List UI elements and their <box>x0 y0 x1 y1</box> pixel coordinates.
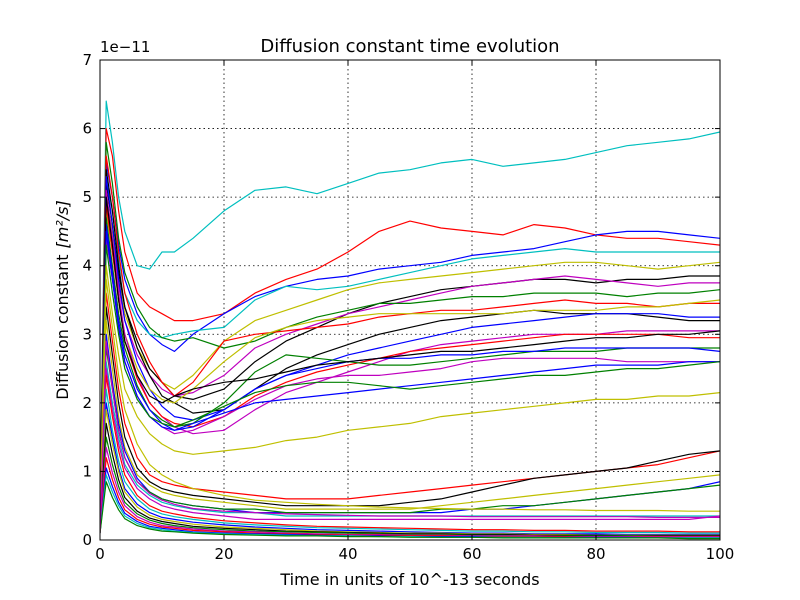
x-axis-label: Time in units of 10^-13 seconds <box>279 570 539 589</box>
x-tick-label: 60 <box>462 545 481 563</box>
series-line-23 <box>100 306 720 520</box>
series-line-30 <box>100 388 720 534</box>
y-tick-label: 0 <box>82 531 92 549</box>
series-group <box>100 100 720 540</box>
series-line-3 <box>100 162 720 506</box>
series-line-39 <box>100 481 720 540</box>
x-tick-label: 20 <box>214 545 233 563</box>
series-line-10 <box>100 169 720 506</box>
y-tick-label: 1 <box>82 462 92 480</box>
series-line-1 <box>100 100 720 506</box>
series-line-41 <box>100 340 720 534</box>
series-line-36 <box>100 457 720 538</box>
series-line-5 <box>100 196 720 506</box>
series-line-28 <box>100 368 720 521</box>
axis-ticks: 0 20 40 60 80 100 0 1 2 3 4 5 6 7 <box>82 51 734 563</box>
y-tick-label: 3 <box>82 325 92 343</box>
series-line-33 <box>100 422 720 537</box>
series-line-18 <box>100 196 720 506</box>
x-tick-label: 0 <box>95 545 105 563</box>
plot-frame <box>99 59 721 541</box>
series-line-8 <box>100 141 720 506</box>
y-tick-label: 6 <box>82 120 92 138</box>
y-tick-label: 7 <box>82 51 92 69</box>
y-tick-label: 4 <box>82 257 92 275</box>
y-axis-unit: [m²/s] <box>53 200 72 248</box>
series-line-27 <box>100 361 720 520</box>
y-offset-label: 1e−11 <box>100 38 150 56</box>
series-line-2 <box>100 128 720 506</box>
x-tick-label: 100 <box>706 545 735 563</box>
y-tick-label: 5 <box>82 188 92 206</box>
series-line-19 <box>100 230 720 506</box>
series-line-9 <box>100 155 720 506</box>
series-line-34 <box>100 436 720 538</box>
series-line-7 <box>100 196 720 506</box>
series-line-24 <box>100 320 720 520</box>
series-line-11 <box>100 176 720 506</box>
series-line-15 <box>100 217 720 506</box>
series-line-20 <box>100 244 720 506</box>
x-tick-label: 80 <box>586 545 605 563</box>
x-tick-label: 40 <box>338 545 357 563</box>
series-line-37 <box>100 467 720 539</box>
series-line-21 <box>100 265 720 506</box>
series-line-29 <box>100 374 720 533</box>
y-tick-label: 2 <box>82 394 92 412</box>
series-line-4 <box>100 176 720 506</box>
series-line-17 <box>100 237 720 506</box>
chart-title: Diffusion constant time evolution <box>260 36 559 57</box>
y-axis-label: Diffusion constant [m²/s] <box>53 200 72 400</box>
series-line-16 <box>100 224 720 506</box>
series-line-31 <box>100 402 720 536</box>
series-line-12 <box>100 210 720 506</box>
series-line-40 <box>100 278 720 534</box>
y-axis-label-text: Diffusion constant <box>53 254 72 399</box>
